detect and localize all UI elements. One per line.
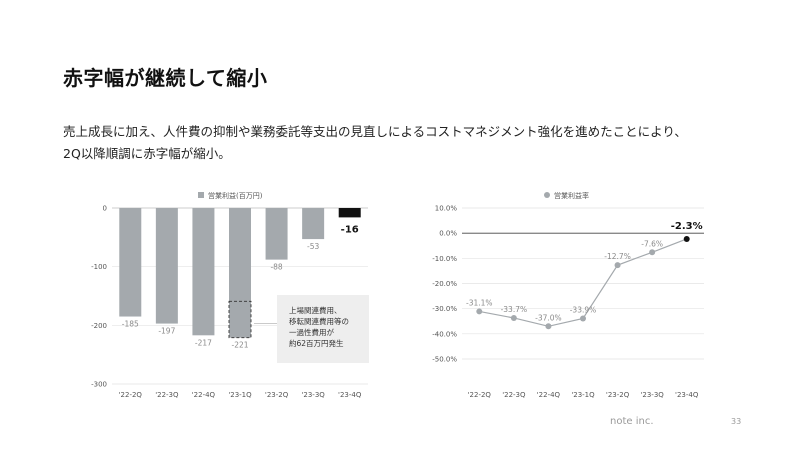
bar-x-tick-label: '22-4Q (192, 391, 216, 399)
margin-point (614, 262, 621, 269)
bar-legend: 営業利益(百万円) (198, 191, 263, 200)
callout-line-1: 上場関連費用、 (289, 306, 342, 315)
bar-value-label: -197 (158, 327, 175, 336)
line-x-tick-label: '23-2Q (606, 391, 630, 399)
bar-value-label: -88 (270, 263, 282, 272)
margin-value-label: -37.0% (535, 313, 562, 322)
bar-legend-label: 営業利益(百万円) (208, 191, 263, 200)
line-y-tick-label: 0.0% (439, 230, 457, 238)
footer-brand: note inc. (610, 416, 654, 427)
line-x-tick-label: '22-2Q (468, 391, 492, 399)
line-legend-label: 営業利益率 (554, 191, 589, 200)
line-legend-marker (544, 192, 550, 198)
margin-point (476, 308, 483, 315)
bar-value-label: -53 (307, 242, 319, 251)
margin-value-label: -2.3% (671, 221, 703, 232)
bar-y-tick-label: 0 (103, 205, 107, 213)
slide-description: 売上成長に加え、人件費の抑制や業務委託等支出の見直しによるコストマネジメント強化… (63, 121, 763, 165)
margin-point (510, 314, 517, 321)
line-x-tick-label: '23-4Q (675, 391, 699, 399)
callout-line-4: 約62百万円発生 (289, 339, 344, 348)
line-legend: 営業利益率 (544, 191, 589, 200)
bar-value-label: -185 (122, 320, 139, 329)
bar-x-tick-label: '22-2Q (119, 391, 143, 399)
margin-value-label: -33.7% (501, 305, 528, 314)
one-time-cost-segment (228, 300, 252, 339)
bar-y-tick-label: -300 (91, 381, 107, 389)
description-line-2: 2Q以降順調に赤字幅が縮小。 (63, 146, 231, 161)
bar (155, 208, 178, 324)
line-x-tick-label: '22-3Q (502, 391, 526, 399)
bar-value-label: -16 (341, 224, 359, 235)
bar-y-tick-label: -200 (91, 322, 107, 330)
margin-value-label: -12.7% (604, 252, 631, 261)
margin-point (649, 249, 656, 256)
margin-value-label: -33.9% (570, 305, 597, 314)
line-x-tick-label: '23-3Q (640, 391, 664, 399)
line-y-tick-label: -40.0% (432, 330, 457, 338)
bar (229, 208, 251, 338)
bar (192, 208, 215, 336)
line-y-tick-label: -50.0% (432, 356, 457, 364)
bar-x-tick-label: '23-3Q (301, 391, 325, 399)
bar (302, 208, 325, 240)
bar-x-tick-label: '23-1Q (228, 391, 252, 399)
margin-value-label: -31.1% (466, 298, 493, 307)
callout-line-2: 移転関連費用等の (289, 317, 349, 326)
line-x-tick-label: '23-1Q (571, 391, 595, 399)
margin-point (545, 323, 552, 330)
line-y-tick-label: -30.0% (432, 305, 457, 313)
bar (119, 208, 142, 317)
line-y-tick-label: 10.0% (435, 205, 458, 213)
margin-point (683, 235, 690, 242)
bar-value-label: -217 (195, 338, 212, 347)
line-y-tick-label: -20.0% (432, 280, 457, 288)
callout-line-3: 一過性費用が (289, 328, 334, 337)
line-y-tick-label: -10.0% (432, 255, 457, 263)
margin-value-label: -7.6% (641, 239, 663, 248)
bar-legend-swatch (198, 192, 204, 198)
bar (265, 208, 288, 260)
bar (338, 208, 361, 218)
bar-y-tick-label: -100 (91, 263, 107, 271)
bar-x-tick-label: '23-2Q (265, 391, 289, 399)
bar-x-tick-label: '22-3Q (155, 391, 179, 399)
one-time-cost-callout: 上場関連費用、 移転関連費用等の 一過性費用が 約62百万円発生 (277, 295, 369, 363)
margin-point (580, 315, 586, 322)
description-line-1: 売上成長に加え、人件費の抑制や業務委託等支出の見直しによるコストマネジメント強化… (63, 124, 687, 139)
page-number: 33 (731, 417, 742, 426)
bar-x-tick-label: '23-4Q (338, 391, 362, 399)
line-x-tick-label: '22-4Q (537, 391, 561, 399)
slide-title: 赤字幅が継続して縮小 (63, 66, 268, 90)
bar-value-label: -221 (231, 341, 248, 350)
